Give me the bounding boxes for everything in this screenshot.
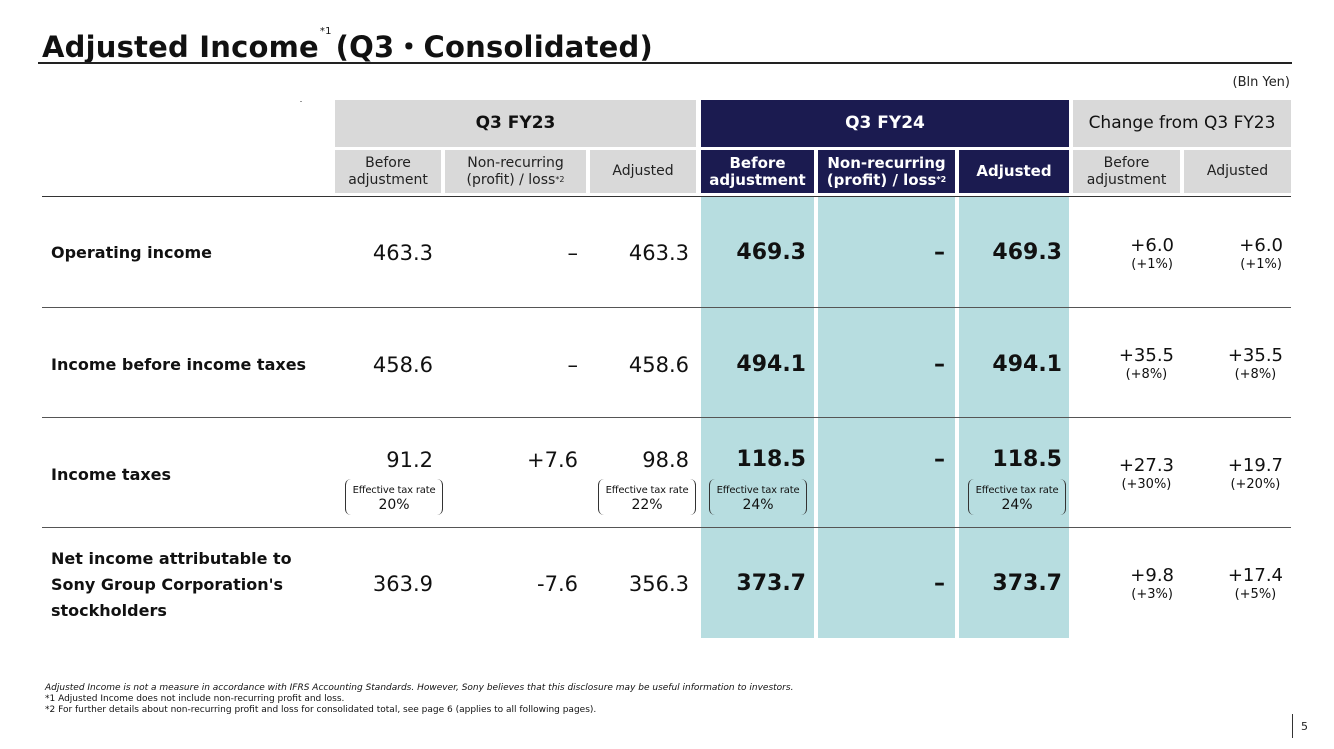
header-change-adjusted: Adjusted — [1184, 150, 1291, 193]
row-divider — [42, 527, 1291, 528]
header-fy24-adjusted: Adjusted — [959, 150, 1069, 193]
page-number-divider — [1292, 714, 1293, 738]
change-adjusted-percent: (+5%) — [1234, 587, 1277, 602]
row-label-operating-income: Operating income — [51, 243, 213, 262]
unit-label: (Bln Yen) — [1232, 75, 1291, 90]
cell-fy24-adjusted: 469.3 — [992, 240, 1062, 265]
header-fy23-non-recurring: Non-recurring (profit) / loss*2 — [445, 150, 586, 193]
row-divider — [42, 417, 1291, 418]
effective-tax-rate-fy24-adjusted: Effective tax rate 24% — [968, 479, 1066, 515]
change-before-percent: (+8%) — [1125, 367, 1168, 382]
row-label-income-taxes: Income taxes — [51, 465, 172, 484]
cell-fy23-nonrecurring: – — [567, 353, 579, 377]
cell-fy23-adjusted: 356.3 — [628, 572, 689, 596]
change-before-percent: (+30%) — [1121, 477, 1172, 492]
title-suffix: (Q3・Consolidated) — [335, 30, 653, 64]
row-label-income-before-taxes: Income before income taxes — [51, 355, 307, 374]
row-label-net-income: Net income attributable to Sony Group Cor… — [51, 549, 292, 620]
change-adjusted-percent: (+20%) — [1230, 477, 1281, 492]
cell-fy23-adjusted: 98.8 — [642, 448, 689, 472]
cell-fy24-nonrecurring: – — [934, 352, 945, 377]
row-divider — [42, 307, 1291, 308]
cell-fy24-before: 469.3 — [736, 240, 806, 265]
change-adjusted-percent: (+1%) — [1240, 257, 1282, 272]
page-title: Adjusted Income*1 (Q3・Consolidated) — [42, 24, 653, 66]
cell-change-adjusted: +17.4 (+5%) — [1227, 565, 1283, 603]
cell-fy23-before: 363.9 — [372, 572, 433, 596]
header-fy23-before-adjustment: Before adjustment — [335, 150, 441, 193]
cell-fy24-before: 118.5 — [736, 447, 806, 472]
cell-change-before: +35.5 (+8%) — [1118, 345, 1174, 383]
cell-fy24-nonrecurring: – — [934, 447, 945, 472]
cell-fy23-nonrecurring: -7.6 — [537, 572, 578, 596]
cell-change-adjusted: +19.7 (+20%) — [1227, 455, 1283, 493]
cell-fy23-nonrecurring: +7.6 — [527, 448, 578, 472]
footnotes: Adjusted Income is not a measure in acco… — [45, 683, 793, 716]
cell-fy24-before: 373.7 — [736, 571, 806, 596]
change-before-percent: (+1%) — [1131, 257, 1173, 272]
footnote-1: *1 Adjusted Income does not include non-… — [45, 694, 345, 704]
header-fy24-before-adjustment: Before adjustment — [701, 150, 814, 193]
cell-fy24-adjusted: 373.7 — [992, 571, 1062, 596]
title-text: Adjusted Income — [42, 30, 319, 64]
cell-change-before: +9.8 (+3%) — [1130, 565, 1174, 603]
cell-fy23-before: 458.6 — [372, 353, 433, 377]
cell-fy23-adjusted: 463.3 — [628, 241, 689, 265]
decorative-mark — [300, 101, 302, 102]
cell-fy23-before: 463.3 — [372, 241, 433, 265]
header-fy24-non-recurring: Non-recurring (profit) / loss*2 — [818, 150, 955, 193]
cell-fy23-nonrecurring: – — [567, 241, 579, 265]
header-group-q3-fy23: Q3 FY23 — [335, 100, 696, 147]
cell-fy24-adjusted: 494.1 — [992, 352, 1062, 377]
cell-change-before: +27.3 (+30%) — [1118, 455, 1174, 493]
header-group-q3-fy24: Q3 FY24 — [701, 100, 1069, 147]
footnote-2: *2 For further details about non-recurri… — [45, 705, 597, 715]
cell-change-adjusted: +35.5 (+8%) — [1227, 345, 1283, 383]
header-change-before-adjustment: Before adjustment — [1073, 150, 1180, 193]
cell-fy24-nonrecurring: – — [934, 571, 945, 596]
page-number: 5 — [1301, 720, 1308, 733]
header-group-change: Change from Q3 FY23 — [1073, 100, 1291, 147]
effective-tax-rate-fy23-adjusted: Effective tax rate 22% — [598, 479, 696, 515]
table-top-rule — [42, 196, 1291, 197]
change-before-percent: (+3%) — [1131, 587, 1173, 602]
cell-fy24-nonrecurring: – — [934, 240, 945, 265]
title-footnote-mark: *1 — [319, 26, 332, 37]
effective-tax-rate-fy23-before: Effective tax rate 20% — [345, 479, 443, 515]
effective-tax-rate-fy24-before: Effective tax rate 24% — [709, 479, 807, 515]
cell-change-adjusted: +6.0 (+1%) — [1239, 235, 1283, 273]
change-adjusted-percent: (+8%) — [1234, 367, 1277, 382]
header-fy23-adjusted: Adjusted — [590, 150, 696, 193]
title-underline — [38, 62, 1292, 64]
footnote-disclaimer: Adjusted Income is not a measure in acco… — [45, 683, 794, 693]
cell-fy24-adjusted: 118.5 — [992, 447, 1062, 472]
cell-fy24-before: 494.1 — [736, 352, 806, 377]
cell-fy23-adjusted: 458.6 — [628, 353, 689, 377]
cell-fy23-before: 91.2 — [386, 448, 433, 472]
cell-change-before: +6.0 (+1%) — [1130, 235, 1174, 273]
